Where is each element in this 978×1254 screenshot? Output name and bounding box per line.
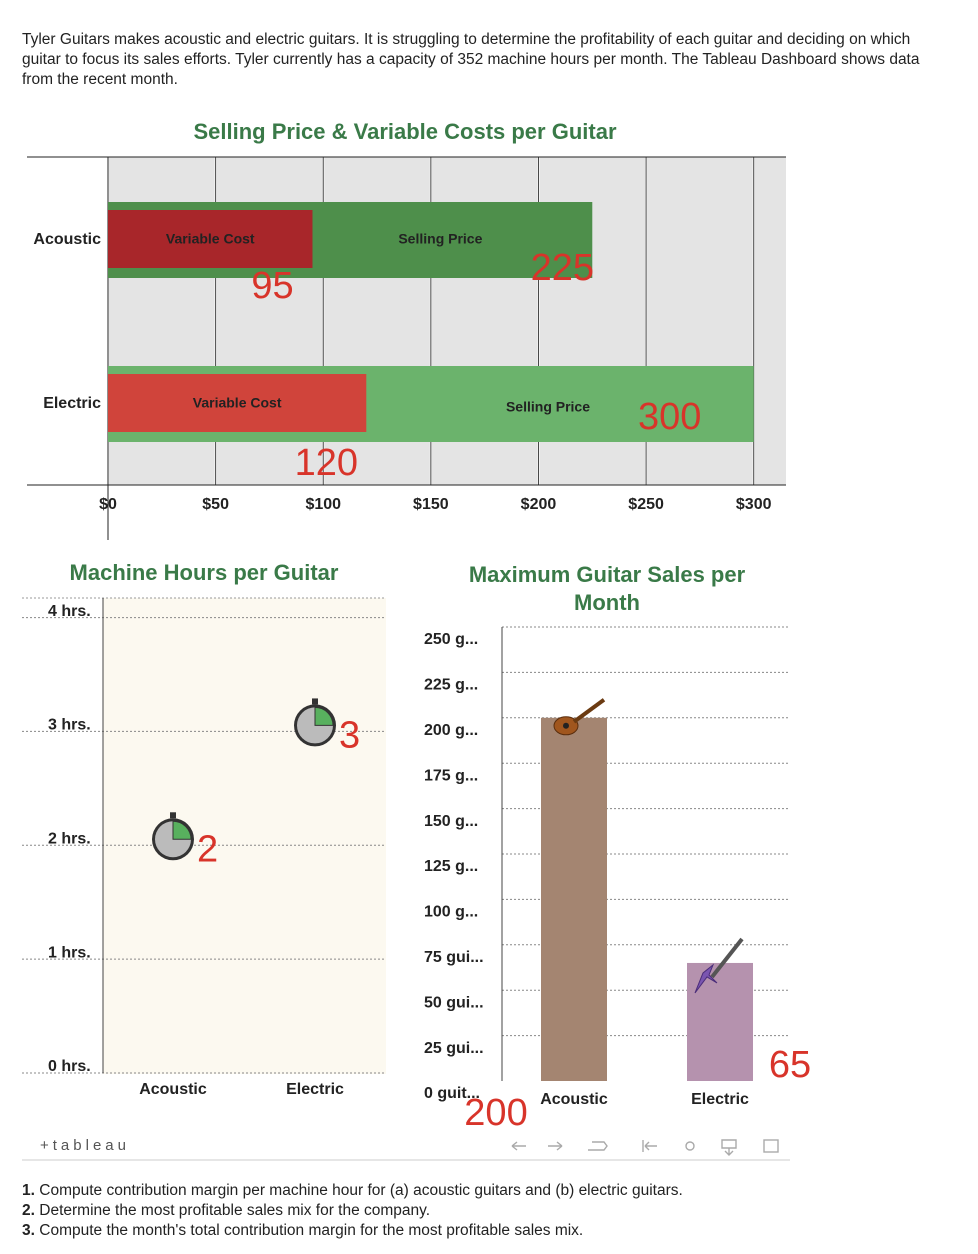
stopwatch	[294, 698, 336, 747]
value-label: 120	[295, 442, 358, 484]
x-tick-label: Acoustic	[540, 1091, 608, 1108]
x-tick-label: $200	[521, 496, 557, 513]
question-text: Compute contribution margin per machine …	[39, 1182, 683, 1199]
share-button[interactable]	[685, 1141, 695, 1151]
y-tick-label: 75 gui...	[424, 949, 484, 966]
stopwatch-wedge	[172, 820, 192, 840]
revert-button[interactable]	[588, 1141, 608, 1151]
plot-area	[103, 598, 386, 1074]
value-label: 3	[339, 714, 360, 756]
bar	[108, 374, 367, 432]
y-tick-label: 250 g...	[424, 631, 478, 648]
guitar-neck	[572, 698, 606, 724]
value-label: 200	[464, 1092, 527, 1134]
intro-text: Tyler Guitars makes acoustic and electri…	[22, 31, 920, 88]
y-tick-label: 50 gui...	[424, 994, 484, 1011]
y-tick-label: 150 g...	[424, 813, 478, 830]
stopwatch	[152, 812, 194, 861]
value-label: 2	[197, 828, 218, 870]
value-label: 95	[251, 265, 293, 307]
x-tick-label: Electric	[286, 1081, 344, 1098]
question-text: Compute the month's total contribution m…	[39, 1222, 584, 1239]
guitar-hole	[563, 722, 569, 729]
tableau-logo: +tableau	[40, 1137, 130, 1154]
questions: 1. Compute contribution margin per machi…	[22, 1181, 683, 1241]
stopwatch-button	[312, 698, 318, 705]
download-button[interactable]	[721, 1139, 737, 1156]
bar	[687, 962, 753, 1081]
stopwatch-wedge	[314, 706, 334, 726]
question-number: 1.	[22, 1182, 35, 1199]
toolbar	[511, 1139, 779, 1156]
x-tick-label: Acoustic	[139, 1081, 207, 1098]
category-label: Electric	[43, 395, 101, 412]
guitar-neck	[710, 937, 744, 979]
y-tick-label: 25 gui...	[424, 1040, 484, 1057]
chart-title: Selling Price & Variable Costs per Guita…	[193, 119, 616, 144]
x-tick-label: $300	[736, 496, 772, 513]
y-tick-label: 2 hrs.	[48, 831, 91, 848]
series-label: Selling Price	[398, 231, 482, 247]
chart-title: Machine Hours per Guitar	[70, 560, 339, 585]
series-label: Variable Cost	[193, 395, 282, 411]
x-tick-label: $250	[628, 496, 664, 513]
x-tick-label: $100	[305, 496, 341, 513]
series-label: Variable Cost	[166, 231, 255, 247]
y-tick-label: 0 guit...	[424, 1085, 480, 1102]
reset-button[interactable]	[642, 1140, 657, 1152]
value-label: 300	[638, 396, 701, 438]
redo-button[interactable]	[548, 1141, 563, 1151]
value-label: 225	[531, 247, 594, 289]
y-tick-label: 3 hrs.	[48, 717, 91, 734]
x-tick-label: $150	[413, 496, 449, 513]
y-tick-label: 175 g...	[424, 767, 478, 784]
stopwatch-button	[170, 812, 176, 819]
y-tick-label: 100 g...	[424, 904, 478, 921]
category-label: Acoustic	[33, 231, 101, 248]
series-label: Selling Price	[506, 399, 590, 415]
guitar-icon	[694, 963, 718, 994]
question: 3. Compute the month's total contributio…	[22, 1221, 683, 1241]
undo-button[interactable]	[511, 1141, 526, 1151]
fullscreen-button[interactable]	[763, 1139, 779, 1153]
x-tick-label: $50	[202, 496, 229, 513]
question-text: Determine the most profitable sales mix …	[39, 1202, 431, 1219]
y-tick-label: 1 hrs.	[48, 944, 91, 961]
value-label: 65	[769, 1044, 811, 1086]
y-tick-label: 0 hrs.	[48, 1058, 91, 1075]
title-line: Month	[574, 590, 640, 615]
x-tick-label: Electric	[691, 1091, 749, 1108]
y-tick-label: 225 g...	[424, 677, 478, 694]
question: 2. Determine the most profitable sales m…	[22, 1201, 683, 1221]
y-tick-label: 4 hrs.	[48, 603, 91, 620]
question: 1. Compute contribution margin per machi…	[22, 1181, 683, 1201]
y-tick-label: 125 g...	[424, 858, 478, 875]
title-line: Maximum Guitar Sales per	[469, 562, 746, 587]
chart-title: Maximum Guitar Sales per Month	[469, 562, 746, 615]
bar	[541, 717, 607, 1081]
question-number: 3.	[22, 1222, 35, 1239]
question-number: 2.	[22, 1202, 35, 1219]
bar	[108, 210, 313, 268]
y-tick-label: 200 g...	[424, 722, 478, 739]
